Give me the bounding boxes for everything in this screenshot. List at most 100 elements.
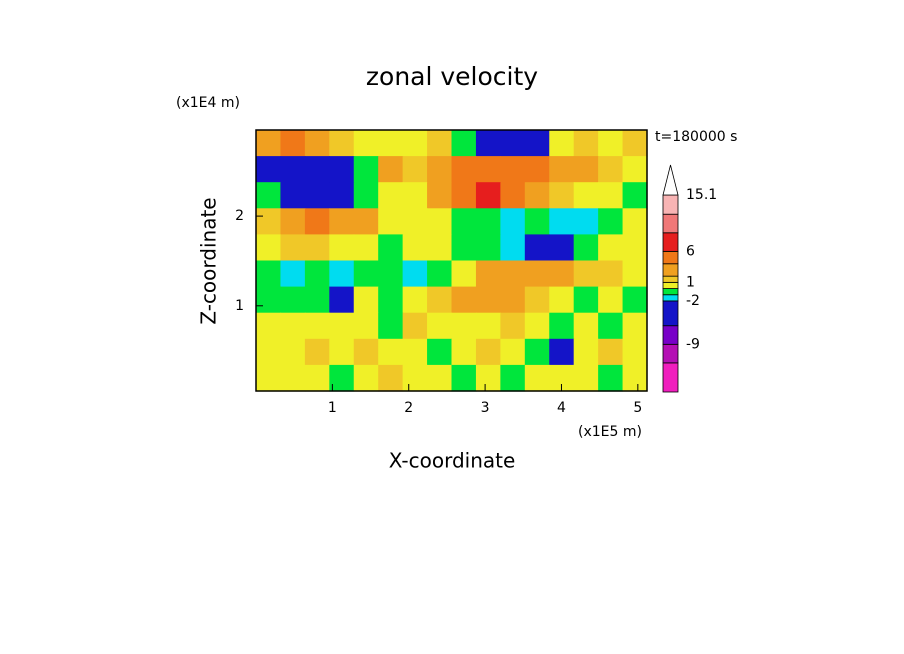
field-cell <box>304 286 330 314</box>
time-label: t=180000 s <box>655 129 737 145</box>
field-cell <box>280 182 306 209</box>
field-cell <box>451 208 477 235</box>
field-cell <box>451 260 477 288</box>
x-tick-label: 5 <box>633 400 642 416</box>
field-cell <box>256 130 282 157</box>
field-cell <box>598 182 624 209</box>
field-cell <box>353 182 379 209</box>
field-cell <box>280 156 306 183</box>
field-cell <box>304 130 330 157</box>
field-cell <box>573 260 599 288</box>
field-cell <box>280 130 306 157</box>
field-cell <box>304 182 330 209</box>
y-tick-label: 2 <box>235 208 244 224</box>
field-cell <box>573 130 599 157</box>
field-cell <box>475 286 501 314</box>
field-cell <box>549 260 575 288</box>
field-cell <box>524 260 550 288</box>
field-cell <box>598 312 624 340</box>
field-cell <box>524 312 550 340</box>
field-cell <box>573 208 599 235</box>
field-cell <box>378 208 404 235</box>
colorbar-bin <box>662 275 679 283</box>
field-cell <box>256 338 282 366</box>
field-cell <box>256 156 282 183</box>
colorbar-bin <box>662 213 679 234</box>
field-cell <box>402 338 428 366</box>
field-cell <box>378 338 404 366</box>
field-cell <box>427 234 453 262</box>
field-cell <box>622 338 648 366</box>
field-cell <box>500 130 526 157</box>
field-cell <box>304 364 330 392</box>
field-cell <box>304 312 330 340</box>
field-cell <box>549 234 575 262</box>
field-cell <box>475 156 501 183</box>
field-cell <box>304 208 330 235</box>
field-cell <box>500 338 526 366</box>
field-cell <box>378 364 404 392</box>
x-axis-label: X-coordinate <box>389 449 516 473</box>
field-cell <box>475 338 501 366</box>
field-cell <box>304 156 330 183</box>
field-cell <box>451 182 477 209</box>
field-cell <box>598 208 624 235</box>
y-unit: (x1E4 m) <box>176 95 240 111</box>
colorbar-bin <box>662 294 679 302</box>
field-cell <box>500 208 526 235</box>
field-cell <box>427 312 453 340</box>
field-cell <box>622 156 648 183</box>
field-cell <box>500 312 526 340</box>
field-cell <box>329 312 355 340</box>
field-cell <box>451 364 477 392</box>
field-cell <box>524 364 550 392</box>
field-cell <box>427 208 453 235</box>
colorbar-bin <box>662 300 679 327</box>
field-cell <box>353 234 379 262</box>
colorbar-bin <box>662 250 679 265</box>
chart-title: zonal velocity <box>366 62 538 91</box>
field-cell <box>329 182 355 209</box>
x-tick-label: 3 <box>481 400 490 416</box>
colorbar-label: 1 <box>686 274 695 290</box>
x-tick-label: 4 <box>557 400 566 416</box>
field-cell <box>451 130 477 157</box>
field-cell <box>549 312 575 340</box>
field-cell <box>402 130 428 157</box>
field-cell <box>573 312 599 340</box>
field-cell <box>329 364 355 392</box>
field-cell <box>598 234 624 262</box>
field-cell <box>329 208 355 235</box>
colorbar-bin <box>662 343 679 364</box>
field-cell <box>598 338 624 366</box>
field-cell <box>598 286 624 314</box>
field-cell <box>280 338 306 366</box>
field-cell <box>475 234 501 262</box>
field-cell <box>378 260 404 288</box>
field-cell <box>402 312 428 340</box>
colorbar-label: 15.1 <box>686 187 717 203</box>
field-cell <box>475 260 501 288</box>
field-cell <box>402 286 428 314</box>
field-cell <box>280 312 306 340</box>
field-cell <box>256 312 282 340</box>
field-cell <box>524 130 550 157</box>
field-cell <box>427 364 453 392</box>
field-cell <box>524 338 550 366</box>
field-cell <box>573 338 599 366</box>
field-cell <box>500 156 526 183</box>
field-cell <box>280 234 306 262</box>
field-cell <box>378 286 404 314</box>
plot-frame <box>255 129 648 392</box>
field-cell <box>549 130 575 157</box>
field-cell <box>622 312 648 340</box>
field-cell <box>622 260 648 288</box>
field-cell <box>378 312 404 340</box>
field-cell <box>329 286 355 314</box>
field-cell <box>500 182 526 209</box>
field-cell <box>256 182 282 209</box>
field-cell <box>500 234 526 262</box>
field-cell <box>378 234 404 262</box>
field-cell <box>329 260 355 288</box>
